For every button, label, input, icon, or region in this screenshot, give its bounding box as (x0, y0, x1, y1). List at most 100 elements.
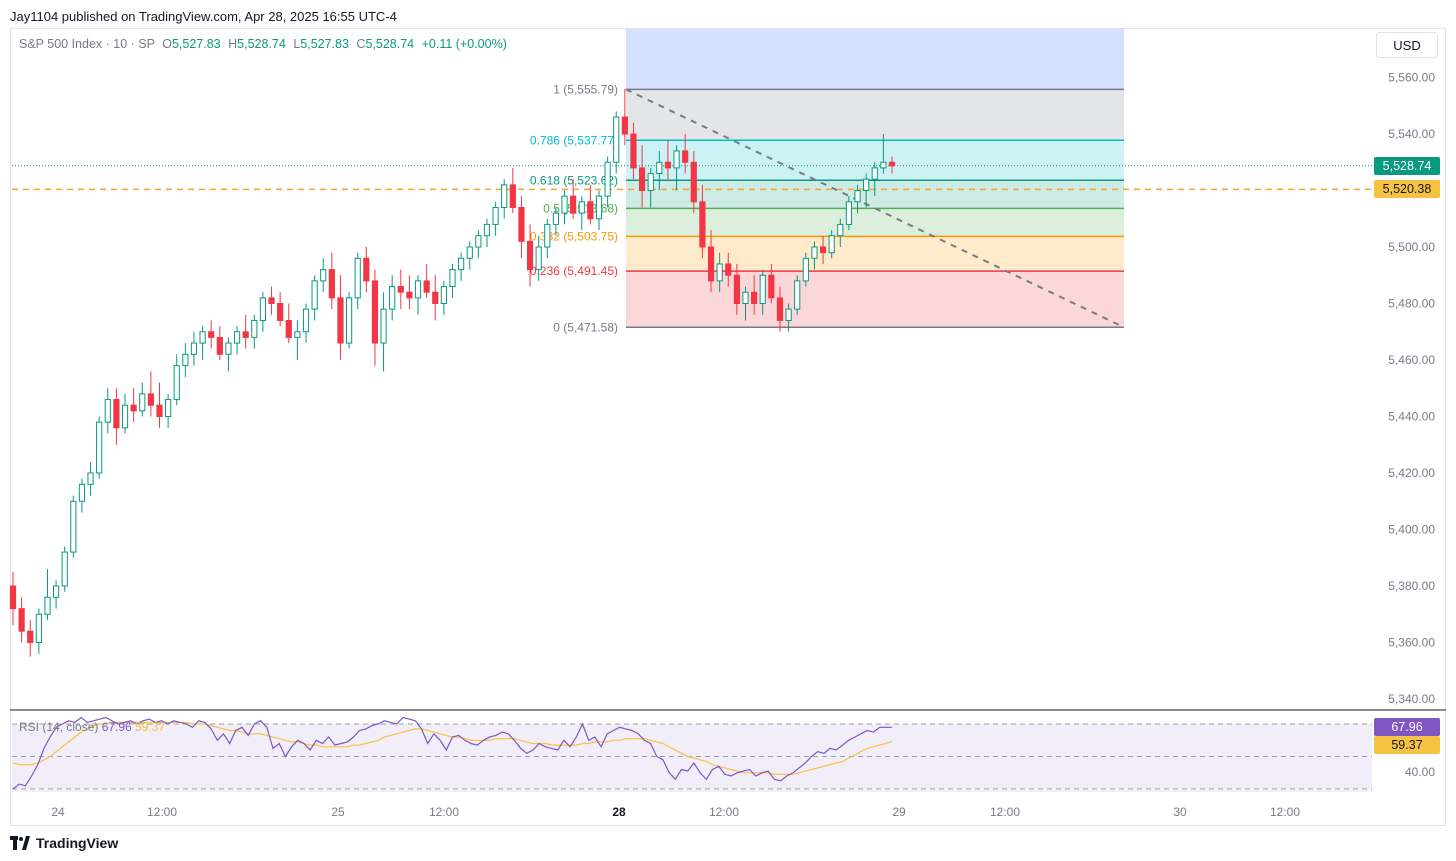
candle-body (837, 223, 844, 237)
candle-body (233, 331, 241, 344)
high-key: H (228, 37, 238, 51)
publish-info: Jay1104 published on TradingView.com, Ap… (10, 9, 397, 24)
candle-body (544, 223, 551, 248)
candle-body (707, 246, 715, 282)
candle-body (440, 286, 447, 304)
x-axis-tick-label: 30 (1173, 805, 1187, 819)
candle-body (854, 190, 861, 203)
rsi-value-tag: 67.96 (1374, 718, 1440, 736)
candle-body (18, 608, 25, 632)
candle-body (389, 286, 396, 310)
candle-body (242, 331, 249, 338)
candle-body (638, 167, 646, 191)
candle-body (328, 269, 335, 299)
candle-body (751, 291, 758, 305)
hline-price-tag: 5,520.38 (1374, 180, 1440, 198)
candle-body (630, 133, 637, 169)
ohlc-legend: S&P 500 Index · 10 · SP O 5,527.83 H 5,528… (19, 37, 507, 51)
x-axis-tick-label: 24 (51, 805, 65, 819)
candle-body (190, 342, 198, 355)
candle-body (828, 235, 835, 254)
fib-level-label: 1 (5,555.79) (553, 82, 618, 96)
currency-button[interactable]: USD (1376, 32, 1438, 58)
low-key: L (293, 37, 301, 51)
candle-body (656, 161, 663, 175)
candle-body (647, 173, 654, 192)
y-axis-tick-label: 5,500.00 (1388, 240, 1435, 254)
candle-body (165, 399, 172, 417)
rsi-ma-value-tag: 59.37 (1374, 736, 1440, 754)
candle-body (259, 297, 267, 321)
tradingview-logo-icon (10, 836, 30, 850)
x-axis-tick-label: 12:00 (429, 805, 459, 819)
candle-body (518, 206, 525, 242)
candle-body (397, 286, 404, 293)
fib-zone (626, 208, 1124, 237)
candle-body (277, 303, 284, 321)
y-axis-tick-label: 5,460.00 (1388, 353, 1435, 367)
candle-body (794, 280, 801, 310)
candle-body (578, 201, 585, 214)
candle-body (121, 404, 129, 429)
candle-body (819, 246, 827, 254)
candle-body (311, 280, 318, 310)
fib-level-label: 0.618 (5,523.62) (530, 173, 618, 187)
y-axis-tick-label: 5,440.00 (1388, 410, 1435, 424)
y-axis-tick-label: 5,340.00 (1388, 692, 1435, 706)
open-key: O (162, 37, 172, 51)
candle-body (466, 246, 473, 259)
x-axis-tick-label: 28 (612, 805, 626, 819)
close-key: C (356, 37, 366, 51)
footer-brand[interactable]: TradingView (10, 835, 118, 851)
candle-body (768, 274, 775, 299)
low-value: 5,527.83 (300, 37, 349, 51)
candle-body (130, 404, 137, 412)
candle-body (570, 195, 577, 214)
candle-body (501, 184, 508, 208)
x-axis-tick-label: 12:00 (1270, 805, 1300, 819)
y-axis-tick-label: 5,380.00 (1388, 579, 1435, 593)
candle-body (87, 472, 94, 485)
candle-body (458, 257, 465, 271)
candle-body (363, 257, 370, 282)
candle-body (621, 116, 628, 135)
candle-body (406, 291, 413, 299)
candle-body (587, 201, 594, 220)
candle-body (699, 201, 706, 248)
footer-brand-label: TradingView (36, 835, 119, 851)
y-axis-tick-label: 5,480.00 (1388, 297, 1435, 311)
candle-body (492, 206, 499, 225)
fib-level-label: 0.786 (5,537.77) (530, 133, 618, 147)
last-price-tag: 5,528.74 (1374, 157, 1440, 175)
candle-body (414, 280, 422, 299)
candle-body (682, 150, 689, 163)
candle-body (561, 195, 568, 214)
candle-body (52, 585, 60, 598)
candle-body (863, 178, 870, 191)
candle-body (61, 551, 68, 587)
fib-level-label: 0.382 (5,503.75) (530, 229, 618, 243)
symbol-label: S&P 500 Index · 10 · SP (19, 37, 155, 51)
candle-body (759, 274, 766, 304)
candle-body (423, 280, 430, 293)
candle-body (104, 399, 111, 423)
candle-body (475, 235, 482, 248)
candle-body (664, 161, 672, 169)
candle-body (199, 331, 206, 344)
candle-body (354, 257, 361, 299)
candle-body (96, 421, 103, 474)
candle-body (742, 291, 749, 305)
candle-body (613, 116, 620, 163)
candle-body (9, 585, 17, 610)
rsi-legend-value: 67.96 (101, 720, 132, 734)
candle-body (509, 184, 516, 208)
candle-body (337, 297, 344, 344)
fib-trend-line (625, 88, 1125, 329)
x-axis-tick-label: 25 (331, 805, 345, 819)
close-value: 5,528.74 (365, 37, 415, 51)
candle-body (725, 263, 732, 276)
candle-body (785, 308, 792, 321)
candle-body (776, 297, 784, 321)
candle-body (147, 393, 154, 406)
